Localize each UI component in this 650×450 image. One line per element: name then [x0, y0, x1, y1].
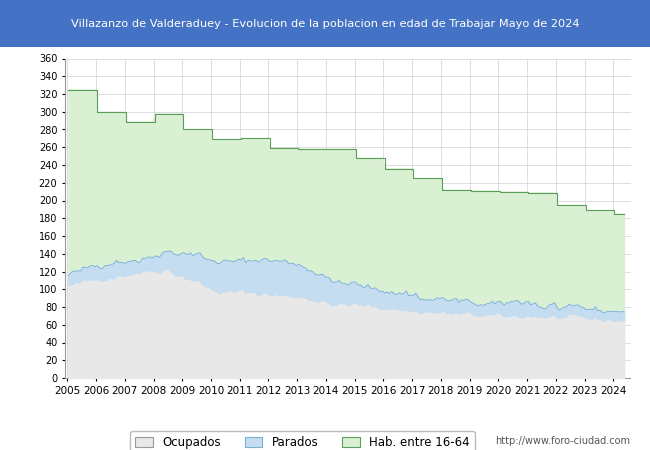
Text: http://www.foro-ciudad.com: http://www.foro-ciudad.com — [495, 436, 630, 446]
Legend: Ocupados, Parados, Hab. entre 16-64: Ocupados, Parados, Hab. entre 16-64 — [131, 431, 474, 450]
Text: Villazanzo de Valderaduey - Evolucion de la poblacion en edad de Trabajar Mayo d: Villazanzo de Valderaduey - Evolucion de… — [71, 18, 579, 29]
